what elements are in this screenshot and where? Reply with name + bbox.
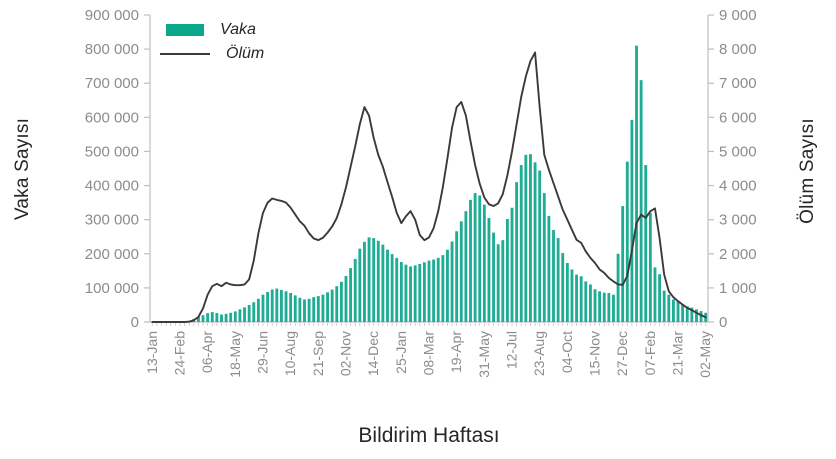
x-tick-label: 02-May: [697, 331, 713, 378]
x-tick-label: 18-May: [227, 331, 243, 378]
cases-bar-swatch-icon: [166, 24, 204, 36]
x-tick-label: 19-Apr: [448, 331, 464, 373]
left-tick-label: 0: [131, 314, 139, 331]
x-tick-label: 10-Aug: [282, 331, 298, 376]
x-tick-label: 21-Sep: [310, 331, 326, 376]
x-tick-label: 27-Dec: [614, 331, 630, 376]
right-tick-label: 5 000: [719, 143, 757, 160]
x-axis-tick-labels: 13-Jan 24-Feb 06-Apr 18-May 29-Jun 10-Aug 21-S…: [144, 331, 713, 378]
left-tick-label: 900 000: [85, 7, 139, 24]
legend-item-deaths: Ölüm: [160, 42, 264, 66]
legend-item-cases: Vaka: [160, 18, 264, 42]
right-tick-label: 9 000: [719, 7, 757, 24]
right-tick-label: 4 000: [719, 178, 757, 195]
left-tick-label: 600 000: [85, 109, 139, 126]
x-axis-title: Bildirim Haftası: [358, 424, 500, 447]
x-tick-label: 06-Apr: [199, 331, 215, 373]
cases-bars-series: [183, 45, 708, 323]
x-tick-label: 14-Dec: [365, 331, 381, 376]
x-tick-label: 25-Jan: [393, 331, 409, 374]
x-tick-label: 13-Jan: [144, 331, 160, 374]
right-tick-label: 7 000: [719, 75, 757, 92]
x-tick-label: 12-Jul: [504, 331, 520, 369]
deaths-line-series: [151, 51, 707, 323]
left-tick-label: 200 000: [85, 246, 139, 263]
x-tick-label: 31-May: [476, 331, 492, 378]
y-axis-title-left: Vaka Sayısı: [12, 117, 33, 221]
right-tick-label: 8 000: [719, 41, 757, 58]
x-tick-label: 04-Oct: [559, 331, 575, 373]
x-tick-label: 29-Jun: [254, 331, 270, 374]
left-tick-label: 800 000: [85, 41, 139, 58]
left-tick-label: 100 000: [85, 280, 139, 297]
deaths-line-swatch-icon: [160, 53, 210, 55]
x-tick-label: 23-Aug: [531, 331, 547, 376]
left-tick-label: 300 000: [85, 212, 139, 229]
left-tick-label: 500 000: [85, 143, 139, 160]
left-tick-label: 700 000: [85, 75, 139, 92]
left-axis-ticks: 0 100 000 200 000 300 000 400 000 500 000 600 …: [85, 7, 150, 331]
x-tick-label: 24-Feb: [171, 331, 187, 376]
x-tick-label: 02-Nov: [337, 331, 353, 376]
legend-label-cases: Vaka: [220, 21, 256, 38]
right-tick-label: 0: [719, 314, 727, 331]
x-axis-minor-ticks: [151, 323, 707, 326]
right-tick-label: 1 000: [719, 280, 757, 297]
y-axis-title-right: Ölüm Sayısı: [797, 118, 818, 224]
right-tick-label: 3 000: [719, 212, 757, 229]
x-tick-label: 07-Feb: [642, 331, 658, 376]
left-tick-label: 400 000: [85, 178, 139, 195]
right-tick-label: 6 000: [719, 109, 757, 126]
right-axis-ticks: 0 1 000 2 000 3 000 4 000 5 000 6 000 7 000 8 00…: [708, 7, 757, 331]
right-tick-label: 2 000: [719, 246, 757, 263]
legend-label-deaths: Ölüm: [226, 45, 265, 62]
chart-legend: Vaka Ölüm: [160, 18, 264, 66]
x-tick-label: 15-Nov: [587, 331, 603, 376]
x-tick-label: 08-Mar: [421, 331, 437, 376]
x-tick-label: 21-Mar: [670, 331, 686, 376]
